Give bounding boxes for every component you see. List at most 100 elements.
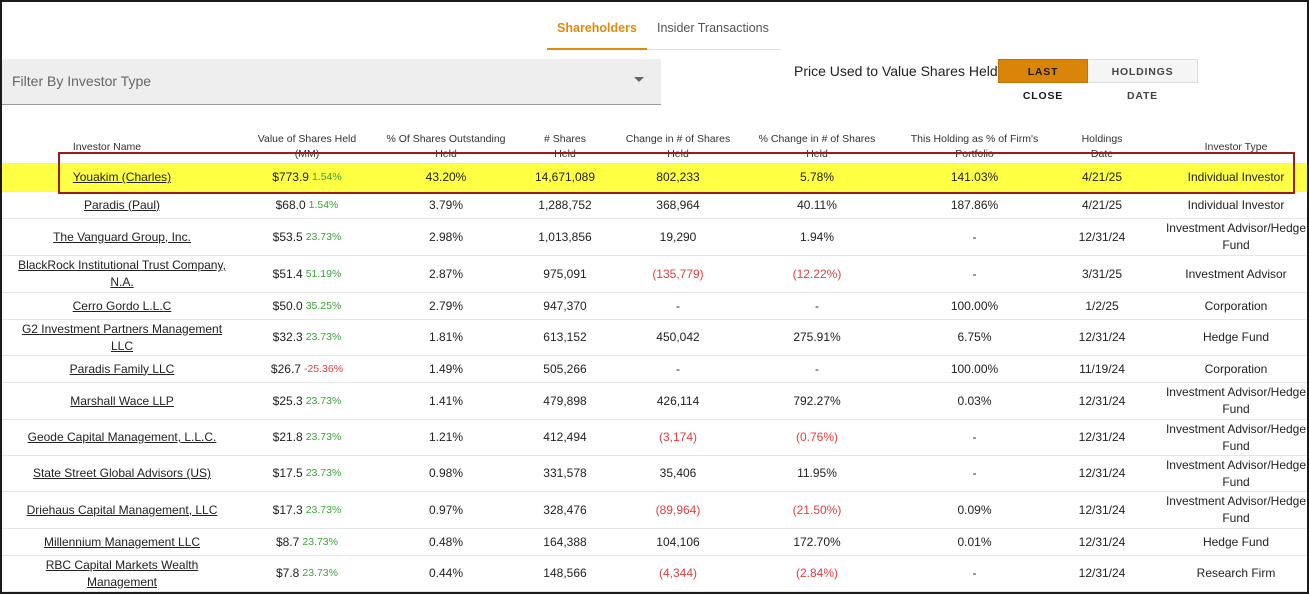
value-cell: $26.7 -25.36% bbox=[237, 356, 377, 382]
investor-name-cell: Paradis (Paul) bbox=[12, 192, 232, 218]
header-pct-change[interactable]: % Change in # of Shares Held bbox=[758, 133, 876, 160]
investor-name-link[interactable]: RBC Capital Markets Wealth Management bbox=[45, 557, 199, 589]
pct-change-cell: 275.91% bbox=[793, 330, 841, 344]
table-row: BlackRock Institutional Trust Company, N… bbox=[2, 256, 1307, 293]
value-held: $17.3 bbox=[272, 502, 303, 517]
investor-type-cell: Individual Investor bbox=[1187, 197, 1285, 212]
investor-name-cell: G2 Investment Partners Management LLC bbox=[12, 320, 232, 355]
pct-outstanding-cell: 1.49% bbox=[428, 361, 464, 376]
investor-name-link[interactable]: Paradis (Paul) bbox=[83, 197, 161, 212]
value-cell: $8.7 23.73% bbox=[237, 529, 377, 555]
shares-cell: 164,388 bbox=[543, 534, 587, 549]
value-cell: $17.3 23.73% bbox=[237, 492, 377, 528]
shares-cell: 412,494 bbox=[543, 430, 587, 444]
pct-change-cell: (21.50%) bbox=[792, 502, 842, 517]
tab-insider-transactions[interactable]: Insider Transactions bbox=[657, 21, 769, 35]
table-row: RBC Capital Markets Wealth Management $7.… bbox=[2, 556, 1307, 592]
header-shares[interactable]: # Shares Held bbox=[543, 133, 587, 160]
investor-type-cell: Investment Advisor/Hedge Fund bbox=[1165, 457, 1307, 489]
filter-placeholder: Filter By Investor Type bbox=[12, 73, 152, 89]
investor-name-cell: Marshall Wace LLP bbox=[12, 383, 232, 419]
portfolio-cell: 100.00% bbox=[950, 298, 999, 313]
change-cell: - bbox=[676, 361, 680, 376]
pct-outstanding-cell: 43.20% bbox=[425, 170, 467, 184]
header-investor-name[interactable]: Investor Name bbox=[72, 141, 142, 153]
change-cell: 802,233 bbox=[656, 170, 700, 184]
change-cell: 368,964 bbox=[656, 197, 700, 212]
shares-cell: 479,898 bbox=[543, 393, 587, 408]
investor-name-link[interactable]: The Vanguard Group, Inc. bbox=[53, 229, 191, 244]
header-pct-outstanding[interactable]: % Of Shares Outstanding Held bbox=[386, 133, 506, 160]
value-cell: $21.8 23.73% bbox=[237, 420, 377, 455]
shares-cell: 505,266 bbox=[543, 361, 587, 376]
pct-change-cell: (2.84%) bbox=[795, 566, 839, 580]
investor-name-link[interactable]: Cerro Gordo L.L.C bbox=[72, 298, 172, 313]
holdings-date-cell: 1/2/25 bbox=[1085, 298, 1119, 313]
change-cell: (89,964) bbox=[655, 502, 701, 517]
pct-outstanding-cell: 1.81% bbox=[428, 330, 464, 344]
shares-cell: 14,671,089 bbox=[534, 170, 596, 184]
investor-type-cell: Corporation bbox=[1204, 361, 1268, 376]
investor-name-link[interactable]: Paradis Family LLC bbox=[69, 361, 175, 376]
header-value[interactable]: Value of Shares Held (MM) bbox=[257, 133, 357, 160]
portfolio-cell: - bbox=[972, 229, 977, 244]
value-cell: $7.8 23.73% bbox=[237, 556, 377, 591]
value-cell: $68.0 1.54% bbox=[237, 192, 377, 218]
value-cell: $50.0 35.25% bbox=[237, 293, 377, 319]
value-change: 35.25% bbox=[305, 299, 342, 312]
pct-change-cell: 11.95% bbox=[797, 466, 837, 480]
value-held: $32.3 bbox=[272, 330, 303, 344]
value-change: 23.73% bbox=[302, 567, 338, 579]
investor-name-cell: RBC Capital Markets Wealth Management bbox=[12, 556, 232, 591]
holdings-date-button[interactable]: HOLDINGS DATE bbox=[1088, 59, 1198, 102]
pct-outstanding-cell: 2.98% bbox=[428, 229, 464, 244]
header-change[interactable]: Change in # of Shares Held bbox=[625, 133, 731, 160]
table-row: Paradis (Paul) $68.0 1.54% 3.79% 1,288,752 36… bbox=[2, 192, 1307, 219]
investor-name-cell: State Street Global Advisors (US) bbox=[12, 456, 232, 491]
header-portfolio[interactable]: This Holding as % of Firm's Portfolio bbox=[910, 133, 1039, 160]
investor-name-cell: Millennium Management LLC bbox=[12, 529, 232, 555]
investor-name-link[interactable]: BlackRock Institutional Trust Company, N… bbox=[18, 258, 226, 289]
investor-type-cell: Research Firm bbox=[1196, 566, 1276, 580]
investor-name-link[interactable]: State Street Global Advisors (US) bbox=[32, 466, 212, 480]
pct-change-cell: - bbox=[815, 361, 819, 376]
pct-change-cell: 1.94% bbox=[799, 229, 835, 244]
last-close-button[interactable]: LAST CLOSE bbox=[998, 59, 1088, 102]
holdings-date-cell: 3/31/25 bbox=[1081, 266, 1123, 281]
investor-name-link[interactable]: Geode Capital Management, L.L.C. bbox=[27, 430, 217, 444]
shares-cell: 328,476 bbox=[543, 502, 587, 517]
investor-name-link[interactable]: Driehaus Capital Management, LLC bbox=[26, 502, 218, 517]
tab-shareholders[interactable]: Shareholders bbox=[547, 12, 647, 50]
value-cell: $25.3 23.73% bbox=[237, 383, 377, 419]
investor-type-cell: Investment Advisor/Hedge Fund bbox=[1165, 421, 1307, 453]
change-cell: 19,290 bbox=[659, 229, 697, 244]
pct-outstanding-cell: 0.97% bbox=[428, 502, 464, 517]
header-date[interactable]: Holdings Date bbox=[1081, 133, 1123, 160]
investor-name-link[interactable]: Millennium Management LLC bbox=[43, 534, 201, 549]
change-cell: 35,406 bbox=[659, 466, 697, 480]
header-investor-type[interactable]: Investor Type bbox=[1204, 141, 1268, 153]
investor-name-link[interactable]: G2 Investment Partners Management LLC bbox=[21, 321, 223, 353]
investor-name-link[interactable]: Marshall Wace LLP bbox=[70, 393, 174, 408]
investor-type-filter[interactable]: Filter By Investor Type bbox=[2, 59, 661, 105]
investor-name-cell: Cerro Gordo L.L.C bbox=[12, 293, 232, 319]
value-held: $8.7 bbox=[276, 534, 300, 549]
shares-cell: 613,152 bbox=[543, 330, 587, 344]
value-change: 23.73% bbox=[305, 331, 342, 343]
change-cell: (135,779) bbox=[652, 266, 704, 281]
value-held: $50.0 bbox=[272, 298, 303, 313]
value-change: 1.54% bbox=[308, 198, 339, 211]
value-change: 23.73% bbox=[305, 503, 342, 516]
portfolio-cell: 0.01% bbox=[957, 534, 992, 549]
value-change: -25.36% bbox=[303, 362, 344, 375]
value-cell: $17.5 23.73% bbox=[237, 456, 377, 491]
portfolio-cell: 0.09% bbox=[957, 502, 992, 517]
investor-name-link[interactable]: Youakim (Charles) bbox=[72, 170, 172, 184]
value-cell: $51.4 51.19% bbox=[237, 256, 377, 292]
change-cell: 104,106 bbox=[656, 534, 700, 549]
price-used-label: Price Used to Value Shares Held: bbox=[794, 63, 1002, 79]
portfolio-cell: - bbox=[972, 566, 977, 580]
change-cell: - bbox=[676, 298, 680, 313]
portfolio-cell: - bbox=[972, 466, 977, 480]
